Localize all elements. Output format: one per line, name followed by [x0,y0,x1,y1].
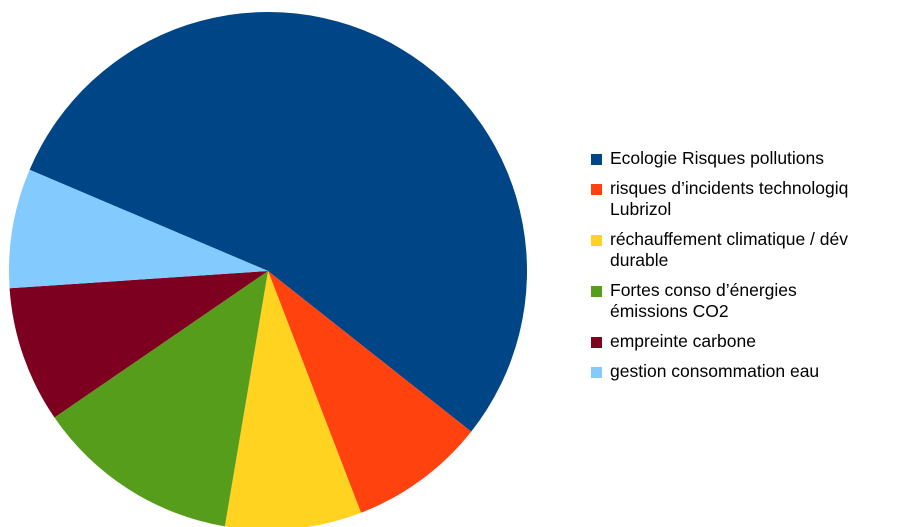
legend-label: empreinte carbone [610,331,756,351]
legend-item: gestion consommation eau [591,361,897,382]
chart-legend: Ecologie Risques pollutions risques d’inc… [591,148,897,391]
legend-swatch [591,337,602,348]
legend-item: risques d’incidents technologiq Lubrizol [591,178,897,220]
legend-label: réchauffement climatique / dév durable [610,229,849,270]
pie-slice [54,271,268,527]
legend-label: gestion consommation eau [610,361,820,381]
legend-item: Fortes conso d’énergies émissions CO2 [591,280,897,322]
pie-slice [29,11,528,432]
legend-swatch [591,235,602,246]
legend-swatch [591,286,602,297]
legend-label: Fortes conso d’énergies émissions CO2 [610,280,797,321]
legend-label: Ecologie Risques pollutions [610,148,825,168]
pie-slice [9,271,268,418]
legend-swatch [591,154,602,165]
pie-slice [268,271,472,513]
legend-item: Ecologie Risques pollutions [591,148,897,169]
legend-label: risques d’incidents technologiq Lubrizol [610,178,849,219]
pie-slice [8,169,269,289]
legend-item: réchauffement climatique / dév durable [591,229,897,271]
pie-slice [224,271,361,527]
legend-swatch [591,184,602,195]
legend-swatch [591,367,602,378]
legend-item: empreinte carbone [591,331,897,352]
